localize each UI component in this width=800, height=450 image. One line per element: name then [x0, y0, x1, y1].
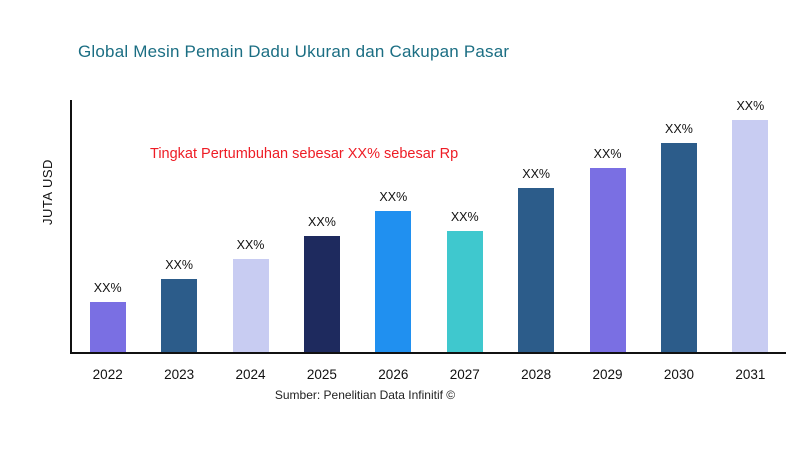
bar-2029	[589, 168, 626, 352]
x-tick-label: 2030	[663, 367, 694, 382]
bar-slot-2031: XX% 2031	[715, 99, 786, 382]
bar-value-label: XX%	[665, 121, 693, 136]
growth-annotation: Tingkat Pertumbuhan sebesar XX% sebesar …	[150, 146, 459, 162]
bar-slot-2022: XX% 2022	[72, 100, 143, 382]
bar-slot-2023: XX% 2023	[143, 100, 214, 382]
bar-2024	[232, 258, 269, 352]
x-tick-label: 2025	[306, 367, 337, 382]
chart-title: Global Mesin Pemain Dadu Ukuran dan Caku…	[78, 42, 510, 61]
bar-2027	[446, 231, 483, 352]
x-tick-label: 2023	[164, 367, 195, 382]
bar-2026	[375, 210, 412, 352]
bar-slot-2030: XX% 2030	[643, 100, 714, 382]
bar-slot-2027: XX% 2027	[429, 100, 500, 382]
bar-value-label: XX%	[736, 99, 765, 114]
bar-value-label: XX%	[379, 189, 408, 204]
bar-value-label: XX%	[236, 237, 265, 252]
bar-value-label: XX%	[593, 147, 622, 162]
x-tick-label: 2026	[378, 367, 409, 382]
x-tick-label: 2028	[521, 367, 552, 382]
bar-slot-2026: XX% 2026	[358, 100, 429, 382]
bar-2025	[303, 236, 340, 352]
x-tick-label: 2031	[735, 367, 766, 382]
bar-2023	[161, 278, 198, 352]
x-tick-label: 2024	[235, 367, 266, 382]
bar-value-label: XX%	[450, 210, 479, 225]
bar-value-label: XX%	[165, 257, 193, 272]
bar-slot-2029: XX% 2029	[572, 100, 643, 382]
bar-slot-2028: XX% 2028	[500, 100, 571, 382]
x-tick-label: 2029	[592, 367, 623, 382]
bar-value-label: XX%	[93, 280, 122, 295]
x-tick-label: 2027	[449, 367, 480, 382]
bar-slot-2024: XX% 2024	[215, 100, 286, 382]
bar-2031	[732, 120, 769, 352]
y-axis-label: JUTA USD	[40, 159, 55, 225]
bar-value-label: XX%	[308, 215, 336, 230]
bar-2028	[518, 188, 555, 352]
bar-value-label: XX%	[522, 167, 551, 182]
bar-2030	[660, 142, 697, 352]
plot-area: XX% 2022 XX% 2023 XX% 2024 XX% 2025 XX% 2026 XX% 20…	[70, 99, 786, 382]
source-note: Sumber: Penelitian Data Infinitif ©	[274, 388, 456, 402]
bar-2022	[89, 301, 126, 352]
bar-slot-2025: XX% 2025	[286, 100, 357, 382]
x-tick-label: 2022	[92, 367, 123, 382]
